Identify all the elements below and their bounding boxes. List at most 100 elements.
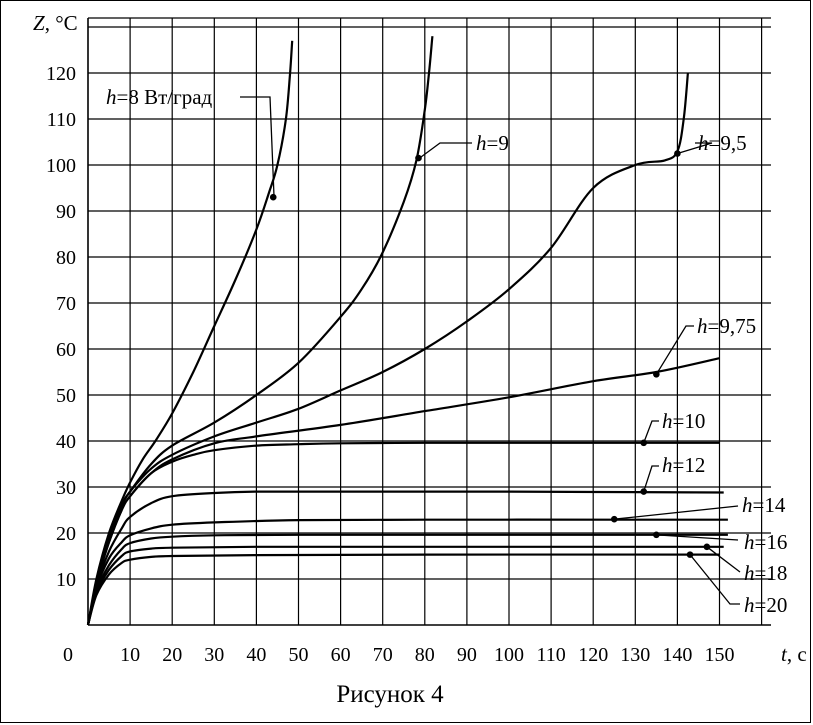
y-axis-label: Z, °С [33,11,78,35]
axis-label-unit: , °С [45,11,78,35]
x-tick-label: 100 [494,644,524,666]
x-tick-label: 120 [578,644,608,666]
series-label-var: h [697,314,708,338]
series-marker [269,193,277,201]
label-leader [655,325,694,375]
y-tick-label: 60 [56,339,76,361]
x-tick-label: 130 [620,644,650,666]
axis-label-var: t [781,642,788,666]
series-label: h=16 [744,530,787,554]
series-marker [653,371,660,378]
y-tick-label: 90 [56,201,76,223]
axis-label-unit: , с [787,642,807,666]
x-axis-label: t, с [781,642,807,666]
series-label-var: h [744,530,755,554]
y-tick-label: 20 [56,523,76,545]
series-line [86,553,720,626]
y-tick-label: 100 [46,155,76,177]
series-marker [640,488,648,495]
series-label-var: h [744,561,755,585]
series-label-value: =10 [673,409,706,433]
y-tick-label: 70 [56,293,76,315]
series-label: h=12 [662,453,705,477]
series-marker [703,543,711,551]
series-label-var: h [742,493,753,517]
series-label-var: h [106,85,117,109]
series-label-value: =9,75 [708,314,757,338]
series-marker [640,439,648,447]
series-line [86,72,689,626]
x-tick-label: 90 [457,644,477,666]
series-label-var: h [476,131,487,155]
label-leader [689,554,740,605]
series-line [86,490,724,626]
x-tick-label: 150 [705,644,735,666]
series-label-value: =20 [755,593,788,617]
series-line [86,441,720,626]
x-tick-label: 70 [373,644,393,666]
series-marker [415,154,422,162]
series-label: h=20 [744,593,787,617]
series-line [86,40,294,626]
series-label-value: =8 Вт/град [117,85,213,109]
label-leader [240,96,275,197]
x-tick-label: 110 [536,644,565,666]
label-leaders [240,96,741,605]
label-leader [643,420,659,444]
series-label: h=9,75 [697,314,756,338]
series-marker [610,515,618,523]
x-tick-label: 40 [246,644,266,666]
series-label-value: =14 [753,493,786,517]
label-leader [614,505,739,520]
label-leader [656,534,739,541]
x-tick-label: 20 [162,644,182,666]
x-tick-label: 10 [120,644,140,666]
label-leader [706,546,741,573]
series-label: h=18 [744,561,787,585]
x-tick-label: 60 [331,644,351,666]
series-marker [653,531,660,539]
label-leader [643,465,659,492]
series-label: h=14 [742,493,786,517]
series-label: h=9 [476,131,509,155]
series-line [86,518,728,626]
series-line [86,545,724,626]
series-marker [674,150,681,157]
axis-label-var: Z [33,11,45,35]
series-curves [86,36,728,626]
y-tick-label: 30 [56,477,76,499]
x-tick-label: 0 [63,644,73,666]
y-tick-label: 50 [56,385,76,407]
y-tick-label: 110 [47,109,76,131]
x-tick-label: 30 [204,644,224,666]
series-label-value: =16 [755,530,788,554]
series-line [86,533,728,626]
series-marker [686,551,694,558]
series-label-value: =18 [755,561,788,585]
x-tick-label: 140 [662,644,692,666]
series-markers [269,150,711,558]
series-label: h=8 Вт/град [106,85,213,109]
y-tick-label: 120 [46,63,76,85]
label-leader [420,142,472,158]
series-label-value: =12 [673,453,706,477]
y-tick-label: 40 [56,431,76,453]
series-label-value: =9,5 [709,131,747,155]
label-leader [677,142,713,155]
series-label-var: h [662,409,673,433]
y-tick-label: 80 [56,247,76,269]
series-label-var: h [744,593,755,617]
series-label-var: h [662,453,673,477]
x-tick-label: 80 [415,644,435,666]
series-label-var: h [698,131,709,155]
axes [87,18,771,626]
series-label: h=10 [662,409,705,433]
series-line [86,36,434,626]
series-label-value: =9 [487,131,509,155]
y-tick-label: 10 [56,569,76,591]
figure-caption: Рисунок 4 [336,681,444,708]
tick-labels: 0 10 20 30 40 50 60 70 80 90 100 110 120 130 140 150 10 2… [46,63,735,666]
